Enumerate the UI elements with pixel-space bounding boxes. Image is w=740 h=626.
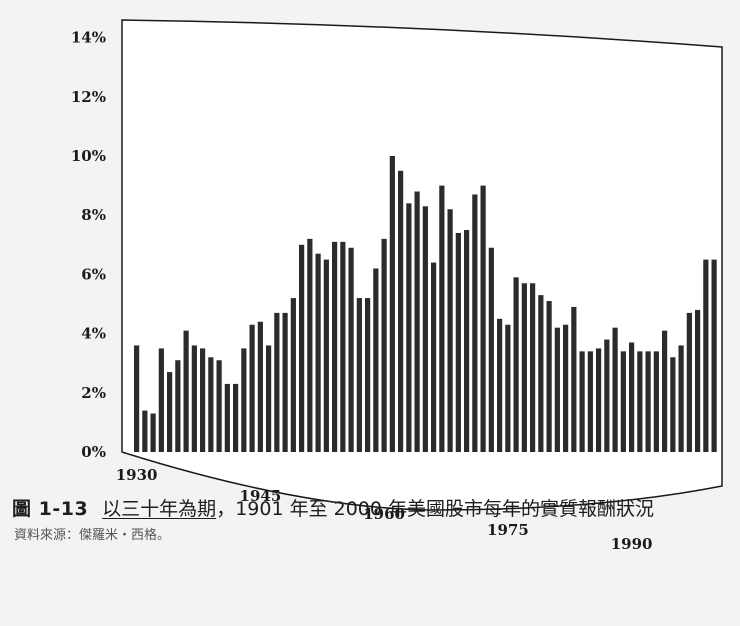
bar-1959 <box>373 268 379 452</box>
bar-1990 <box>629 342 635 452</box>
bar-1991 <box>637 351 643 452</box>
bar-1949 <box>290 298 296 452</box>
bar-1939 <box>208 357 214 452</box>
bar-1969 <box>455 232 461 452</box>
bar-1984 <box>579 351 585 452</box>
figure-title: ，1901 年至 2000 年美國股市每年的實質報酬狀況 <box>216 498 655 520</box>
bar-1988 <box>612 327 618 452</box>
bar-1979 <box>538 295 544 452</box>
y-tick-label: 10% <box>71 147 106 165</box>
bar-1993 <box>653 351 659 452</box>
bar-1942 <box>233 383 239 452</box>
bar-1985 <box>587 351 593 452</box>
bar-1977 <box>521 283 527 452</box>
y-tick-label: 2% <box>81 384 106 402</box>
bar-1996 <box>678 345 684 452</box>
y-tick-label: 0% <box>81 443 106 461</box>
bar-1937 <box>191 345 197 452</box>
bar-1982 <box>563 324 569 452</box>
y-tick-label: 6% <box>81 265 106 283</box>
bar-1986 <box>596 348 602 452</box>
x-tick-label: 1960 <box>363 505 405 523</box>
bar-1951 <box>307 238 313 452</box>
bar-1931 <box>142 410 148 452</box>
bar-1936 <box>183 330 189 452</box>
bar-1947 <box>274 312 280 452</box>
bar-1981 <box>554 327 560 452</box>
bar-1998 <box>695 309 701 452</box>
x-axis-labels: 1930 1945 1960 1975 1990 <box>116 466 653 553</box>
bar-1975 <box>505 324 511 452</box>
bar-1946 <box>266 345 272 452</box>
bar-1992 <box>645 351 651 452</box>
bar-1935 <box>175 360 181 452</box>
bar-1950 <box>299 244 305 452</box>
bar-1944 <box>249 324 255 452</box>
figure-title-emphasis: 以三十年為期 <box>102 498 217 520</box>
x-tick-label: 1975 <box>487 521 529 539</box>
bar-series <box>134 156 717 453</box>
figure-source: 資料來源：傑羅米・西格。 <box>14 528 171 543</box>
bar-1997 <box>686 312 692 452</box>
bar-1952 <box>315 253 321 452</box>
bar-1958 <box>365 298 371 452</box>
bar-1932 <box>150 413 156 452</box>
bar-1978 <box>530 283 536 452</box>
bar-1938 <box>200 348 206 452</box>
bar-1987 <box>604 339 610 452</box>
y-axis-labels: 0% 2% 4% 6% 8% 10% 12% 14% <box>71 29 106 461</box>
x-tick-label: 1945 <box>240 487 282 505</box>
figure-caption: 圖 1-13 以三十年為期，1901 年至 2000 年美國股市每年的實質報酬狀況 <box>12 494 654 521</box>
bar-1940 <box>216 360 222 452</box>
bar-1962 <box>398 170 404 453</box>
bar-1933 <box>158 348 164 452</box>
bar-1968 <box>447 209 453 452</box>
bar-1934 <box>167 372 173 452</box>
bar-1973 <box>488 247 494 452</box>
bar-1994 <box>662 330 668 452</box>
y-tick-label: 4% <box>81 325 106 343</box>
bar-1956 <box>348 247 354 452</box>
bar-1957 <box>356 298 362 452</box>
y-tick-label: 14% <box>71 29 106 47</box>
bar-1945 <box>257 321 263 452</box>
bar-2000 <box>711 259 717 452</box>
bar-1955 <box>340 241 346 452</box>
bar-1953 <box>323 259 329 452</box>
bar-1967 <box>439 185 445 452</box>
bar-1976 <box>513 277 519 452</box>
y-tick-label: 8% <box>81 206 106 224</box>
bar-1983 <box>571 306 577 452</box>
bar-1965 <box>422 206 428 452</box>
bar-1948 <box>282 312 288 452</box>
bar-1980 <box>546 301 552 452</box>
bar-1974 <box>497 318 503 452</box>
bar-1930 <box>134 345 140 452</box>
bar-1995 <box>670 357 676 452</box>
bar-1960 <box>381 238 387 452</box>
bar-1989 <box>620 351 626 452</box>
bar-1966 <box>431 262 437 452</box>
bar-1941 <box>224 383 230 452</box>
bar-1972 <box>480 185 486 452</box>
y-tick-label: 12% <box>71 88 106 106</box>
bar-1943 <box>241 348 247 452</box>
bar-1961 <box>389 156 395 452</box>
x-tick-label: 1930 <box>116 466 158 484</box>
x-tick-label: 1990 <box>611 535 653 553</box>
bar-1971 <box>472 194 478 453</box>
figure-number: 圖 1-13 <box>12 498 89 520</box>
bar-1963 <box>406 203 412 452</box>
bar-1964 <box>414 191 420 452</box>
bar-1970 <box>464 230 470 452</box>
bar-1999 <box>703 259 709 452</box>
bar-1954 <box>332 241 338 452</box>
